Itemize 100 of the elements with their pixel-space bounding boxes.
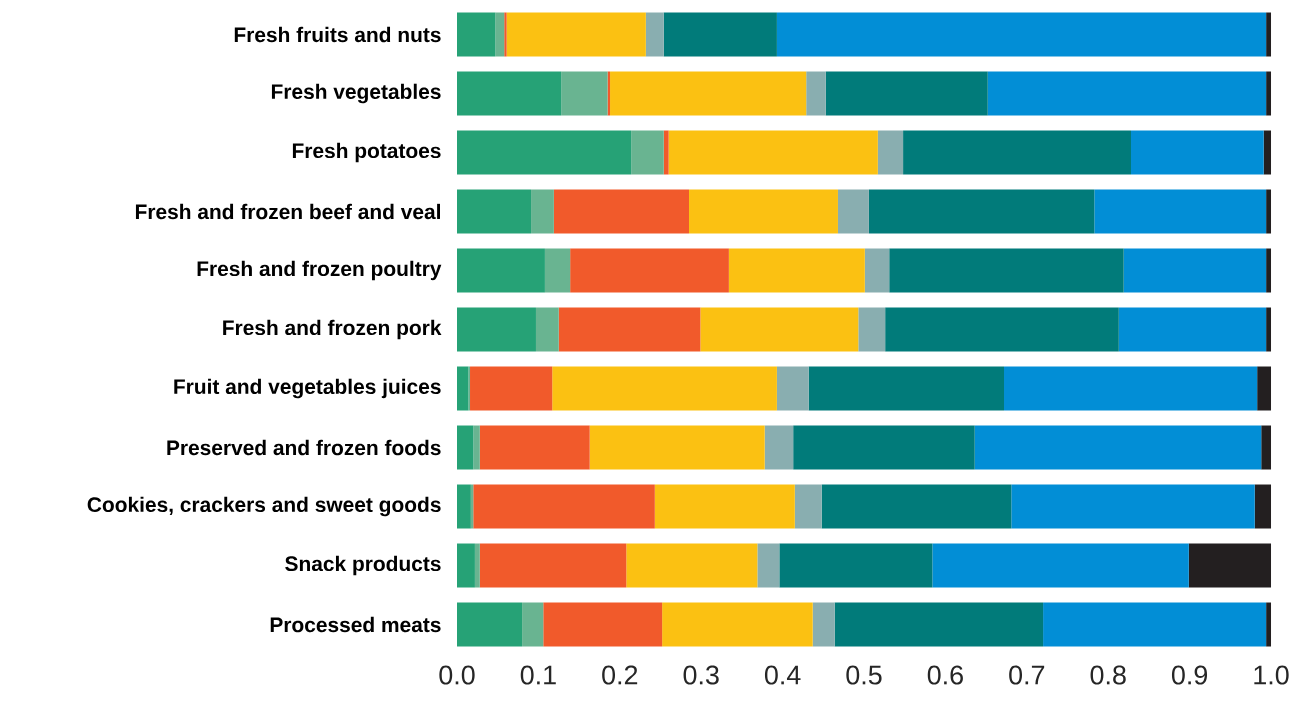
bar (631, 130, 664, 175)
bar (457, 602, 523, 647)
y-tick-label: Fresh and frozen poultry (197, 260, 442, 281)
bar (457, 12, 496, 57)
bar (776, 366, 809, 411)
y-tick-label: Fresh and frozen beef and veal (135, 203, 440, 220)
bar (457, 307, 536, 352)
x-tick-label: 0.1 (520, 665, 556, 685)
bar (1266, 307, 1272, 352)
bar (626, 543, 758, 588)
bar (495, 12, 505, 57)
bar (479, 543, 627, 588)
bar (793, 425, 975, 470)
bar (1004, 366, 1258, 411)
bar (535, 307, 559, 352)
bar (662, 602, 813, 647)
bar (553, 189, 689, 234)
bar (1257, 366, 1272, 411)
bar (932, 543, 1189, 588)
bar (825, 71, 988, 116)
y-tick-label: Preserved and frozen foods (167, 439, 441, 456)
bar (457, 248, 545, 293)
bar (903, 130, 1131, 175)
bar (663, 12, 777, 57)
bar (570, 248, 729, 293)
bar (552, 366, 777, 411)
bar (868, 189, 1095, 234)
bar (474, 543, 480, 588)
bar (561, 71, 608, 116)
bar (457, 484, 471, 529)
bar (457, 130, 632, 175)
bar (1131, 130, 1264, 175)
y-tick-label: Cookies, crackers and sweet goods (87, 496, 441, 517)
bar (812, 602, 835, 647)
bar (808, 366, 1005, 411)
bar (457, 543, 475, 588)
bar (821, 484, 1012, 529)
bar (470, 366, 553, 411)
bar (473, 484, 655, 529)
bar (654, 484, 795, 529)
bar (779, 543, 933, 588)
bar (531, 189, 554, 234)
bar (1266, 189, 1272, 234)
bar (610, 71, 807, 116)
bar (1254, 484, 1272, 529)
y-tick-label: Fresh potatoes (292, 142, 441, 163)
x-tick-label: 0.2 (602, 665, 638, 685)
bar (834, 602, 1044, 647)
bar (479, 425, 590, 470)
bar (1266, 12, 1272, 57)
bar (473, 425, 480, 470)
bar (457, 189, 532, 234)
y-tick-label: Fresh vegetables (271, 83, 441, 104)
bar (663, 130, 669, 175)
bar (544, 248, 571, 293)
bar (668, 130, 878, 175)
x-tick-label: 0.8 (1090, 665, 1126, 685)
bar (1266, 602, 1272, 647)
x-tick-label: 0.6 (927, 665, 963, 685)
y-tick-label: Fruit and vegetables juices (174, 378, 441, 399)
bar (757, 543, 780, 588)
bar (864, 248, 890, 293)
bar (1188, 543, 1272, 588)
bar (589, 425, 765, 470)
bar (1123, 248, 1267, 293)
bar (858, 307, 886, 352)
bar (1011, 484, 1255, 529)
bar (1263, 130, 1272, 175)
y-tick-label: Processed meats (270, 616, 441, 633)
bar (877, 130, 904, 175)
bar (558, 307, 701, 352)
bar (728, 248, 865, 293)
bar (974, 425, 1262, 470)
bar (688, 189, 838, 234)
bar (1043, 602, 1267, 647)
bar (776, 12, 1267, 57)
x-tick-label: 1.0 (1254, 665, 1289, 685)
bar (1261, 425, 1272, 470)
x-tick-label: 0.4 (764, 665, 801, 685)
bar (543, 602, 663, 647)
bar (700, 307, 859, 352)
bar (794, 484, 822, 529)
x-tick-label: 0.7 (1009, 665, 1045, 685)
y-tick-label: Fresh fruits and nuts (234, 26, 441, 43)
bar (457, 425, 474, 470)
bar (764, 425, 794, 470)
bar (522, 602, 544, 647)
y-tick-label: Fresh and frozen pork (223, 319, 442, 340)
bar (837, 189, 869, 234)
x-tick-label: 0.5 (846, 665, 882, 685)
bar (506, 12, 646, 57)
bar (504, 12, 507, 57)
bar (806, 71, 826, 116)
y-tick-label: Snack products (285, 555, 441, 576)
bar (885, 307, 1119, 352)
bar (1094, 189, 1267, 234)
bar (1118, 307, 1267, 352)
bar (457, 71, 562, 116)
bar (889, 248, 1124, 293)
x-tick-label: 0.3 (683, 665, 719, 685)
